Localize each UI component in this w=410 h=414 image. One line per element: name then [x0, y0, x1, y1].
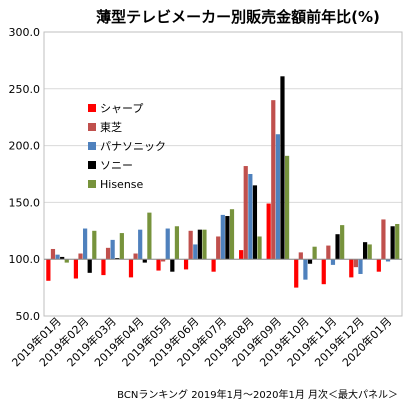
y-tick-label: 150.0: [9, 196, 41, 209]
bar: [385, 259, 391, 262]
bar: [376, 259, 381, 272]
bar: [170, 259, 175, 272]
legend-swatch: [88, 104, 96, 112]
legend-label: シャープ: [100, 102, 143, 115]
bar: [303, 259, 308, 280]
legend-label: 東芝: [100, 121, 122, 134]
bar: [326, 245, 331, 260]
bar: [353, 259, 358, 268]
bar: [257, 236, 262, 260]
bar: [174, 226, 180, 260]
bar: [161, 259, 166, 262]
bar: [50, 248, 56, 260]
bar: [73, 259, 79, 279]
bar: [390, 226, 395, 260]
bar: [239, 250, 244, 260]
bar: [105, 247, 111, 260]
legend-swatch: [88, 142, 96, 150]
bar: [165, 228, 170, 260]
bar-layer: [46, 76, 400, 288]
legend-swatch: [88, 180, 96, 188]
legend-swatch: [88, 161, 96, 169]
bar: [133, 253, 138, 260]
grid-layer: [43, 31, 403, 317]
bar: [216, 236, 221, 260]
bar: [367, 244, 372, 260]
bar: [92, 230, 97, 260]
bar: [78, 253, 83, 260]
bar: [87, 259, 92, 273]
y-tick-label: 300.0: [9, 26, 41, 39]
y-tick-label: 200.0: [9, 140, 41, 153]
bar: [193, 244, 198, 260]
bar: [225, 216, 230, 260]
bar: [83, 228, 88, 260]
bar: [248, 174, 253, 260]
bar: [294, 259, 299, 288]
plot-area: [43, 31, 403, 317]
bar: [147, 212, 152, 260]
bar: [349, 259, 354, 278]
bar: [110, 239, 115, 260]
y-tick-label: 250.0: [9, 83, 41, 96]
chart-title: 薄型テレビメーカー別販売金額前年比(%): [96, 8, 380, 26]
legend-label: Hisense: [100, 178, 144, 191]
bar: [307, 259, 313, 264]
bar: [275, 134, 280, 260]
bar: [358, 259, 363, 274]
y-tick-label: 50.0: [16, 310, 41, 323]
legend-swatch: [88, 123, 96, 131]
bar: [395, 223, 400, 260]
bar: [46, 259, 51, 281]
source-note: BCNランキング 2019年1月～2020年1月 月次＜最大パネル＞: [117, 388, 398, 401]
bar: [197, 229, 202, 260]
bar: [142, 259, 147, 263]
bar: [381, 219, 386, 260]
bar: [340, 225, 345, 260]
bar: [101, 259, 106, 276]
bar: [64, 259, 69, 263]
bar: [266, 203, 271, 260]
bar: [188, 230, 193, 260]
y-tick-label: 100.0: [9, 253, 41, 266]
bar: [138, 229, 143, 260]
bar: [115, 258, 120, 260]
bar: [202, 229, 207, 260]
bar: [280, 76, 285, 260]
bar: [119, 233, 124, 260]
bar: [243, 166, 248, 260]
bar: [335, 234, 340, 260]
axis-layer: 300.0250.0200.0150.0100.050.02019年01月201…: [9, 26, 402, 369]
bar: [229, 209, 235, 260]
bar: [156, 259, 161, 271]
bar: [321, 259, 326, 285]
bar: [330, 259, 336, 265]
bar: [183, 259, 189, 270]
bar: [271, 100, 276, 260]
bar: [128, 259, 134, 278]
bar: [55, 254, 60, 260]
legend-label: ソニー: [100, 159, 133, 172]
bar: [220, 214, 225, 260]
bar: [284, 155, 290, 260]
bar: [312, 246, 317, 260]
bar: [60, 256, 65, 260]
bar: [298, 252, 303, 260]
legend-label: パナソニック: [100, 140, 166, 153]
bar: [211, 259, 216, 272]
bar: [252, 185, 258, 260]
bar: [362, 242, 368, 260]
